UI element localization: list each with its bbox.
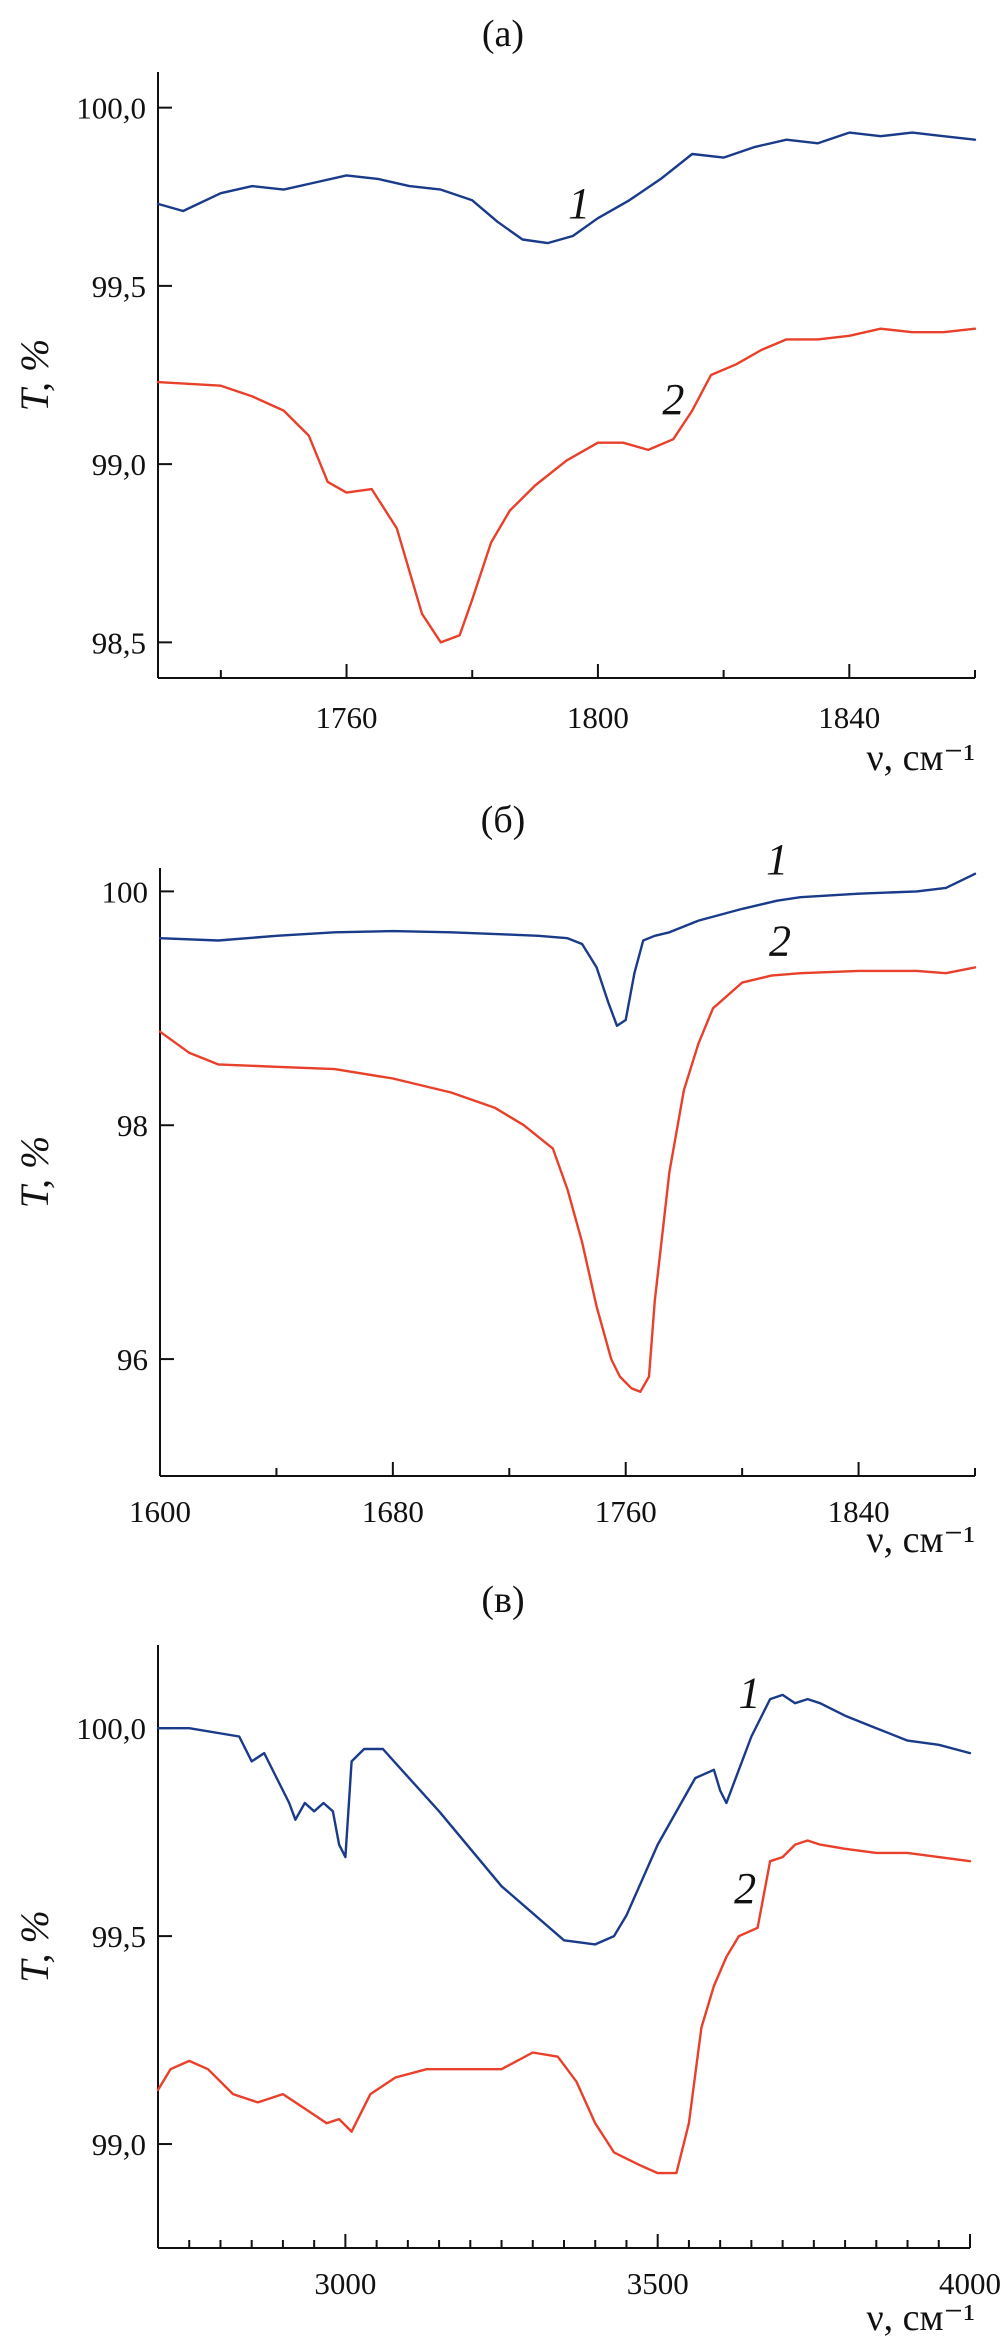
panel-title: (б) (481, 799, 526, 841)
x-tick-label: 4000 (939, 2266, 1001, 2301)
series-2-label: 2 (769, 917, 791, 966)
x-axis-label: ν, см⁻¹ (866, 2297, 975, 2339)
x-tick-label: 1840 (818, 700, 880, 735)
series-1-line (156, 131, 977, 245)
x-tick-label: 1800 (567, 700, 629, 735)
y-tick-label: 96 (117, 1342, 148, 1377)
y-tick-label: 99,5 (92, 1919, 146, 1954)
y-tick-label: 98 (117, 1108, 148, 1143)
panel-title: (в) (481, 1579, 524, 1621)
y-tick-label: 99,5 (92, 269, 146, 304)
series-1-line (156, 1693, 972, 1946)
y-tick-label: 100,0 (76, 1711, 146, 1746)
y-tick-label: 100 (102, 874, 149, 909)
x-axis-label: ν, см⁻¹ (866, 1519, 975, 1561)
series-1-label: 1 (568, 179, 590, 228)
x-tick-label: 3000 (314, 2266, 376, 2301)
series-1-line (158, 872, 977, 1027)
series-1-label: 1 (766, 835, 788, 884)
y-tick-label: 99,0 (92, 2127, 146, 2162)
panel-title: (а) (482, 13, 524, 55)
series-2-label: 2 (662, 375, 684, 424)
x-tick-label: 1680 (362, 1494, 424, 1529)
x-axis-label: ν, см⁻¹ (866, 737, 975, 779)
series-2-line (156, 1839, 972, 2175)
series-1-label: 1 (739, 1668, 761, 1717)
y-tick-label: 98,5 (92, 625, 146, 660)
series-2-line (158, 966, 977, 1393)
y-axis-label: T, % (12, 1910, 57, 1983)
y-axis-label: T, % (12, 339, 57, 412)
y-axis-label: T, % (12, 1136, 57, 1209)
x-tick-label: 1760 (316, 700, 378, 735)
x-tick-label: 1760 (595, 1494, 657, 1529)
x-tick-label: 1840 (828, 1494, 890, 1529)
series-2-line (156, 327, 977, 644)
series-2-label: 2 (734, 1864, 756, 1913)
x-tick-label: 1600 (129, 1494, 191, 1529)
x-tick-label: 3500 (627, 2266, 689, 2301)
y-tick-label: 100,0 (76, 91, 146, 126)
y-tick-label: 99,0 (92, 447, 146, 482)
